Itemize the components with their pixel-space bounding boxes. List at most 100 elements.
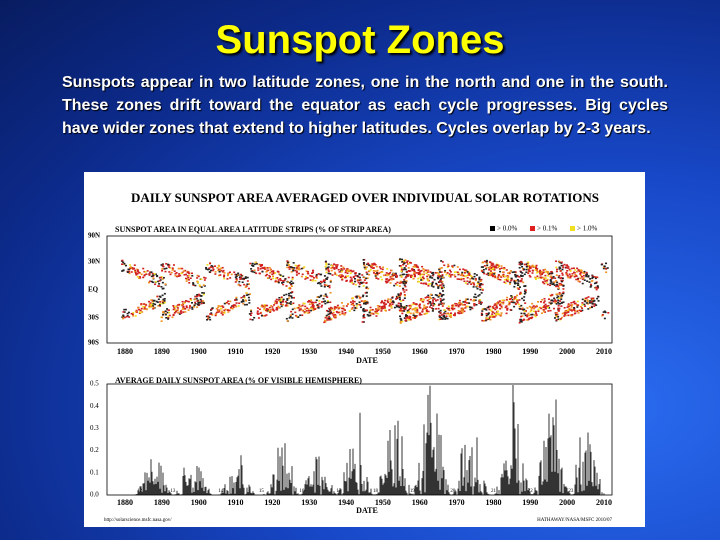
- butterfly-dot: [409, 304, 412, 307]
- butterfly-dot: [429, 304, 432, 306]
- butterfly-dot: [375, 277, 378, 280]
- butterfly-dot: [245, 285, 248, 287]
- butterfly-dot: [247, 296, 250, 299]
- butterfly-dot: [364, 300, 367, 302]
- butterfly-dot: [478, 293, 481, 296]
- butterfly-dot: [449, 314, 452, 316]
- butterfly-dot: [542, 281, 545, 284]
- butterfly-dot: [327, 269, 330, 272]
- butterfly-dot: [392, 300, 395, 302]
- butterfly-dot: [217, 274, 220, 277]
- upper-frame: [106, 235, 613, 344]
- butterfly-dot: [132, 312, 135, 314]
- butterfly-dot: [535, 314, 538, 316]
- butterfly-dot: [544, 274, 547, 277]
- butterfly-dot: [365, 287, 368, 289]
- butterfly-dot: [435, 282, 438, 285]
- butterfly-dot: [204, 277, 207, 279]
- butterfly-dot: [344, 276, 347, 279]
- butterfly-dot: [403, 267, 406, 269]
- butterfly-dot: [214, 273, 217, 275]
- butterfly-dot: [190, 299, 193, 302]
- butterfly-dot: [499, 301, 502, 304]
- butterfly-dot: [310, 309, 313, 312]
- butterfly-dot: [298, 309, 301, 312]
- butterfly-dot: [405, 319, 408, 322]
- butterfly-dot: [178, 273, 181, 275]
- butterfly-dot: [143, 308, 146, 310]
- butterfly-dot: [521, 265, 524, 268]
- butterfly-dot: [177, 311, 180, 314]
- butterfly-dot: [315, 277, 318, 279]
- butterfly-dot: [507, 303, 510, 306]
- butterfly-dot: [228, 309, 231, 312]
- butterfly-dot: [478, 302, 481, 304]
- butterfly-dot: [377, 278, 380, 280]
- butterfly-dot: [249, 314, 252, 317]
- butterfly-dot: [408, 308, 411, 311]
- butterfly-dot: [554, 314, 557, 316]
- butterfly-dot: [420, 313, 423, 316]
- butterfly-dot: [403, 291, 406, 293]
- butterfly-dot: [335, 306, 338, 309]
- butterfly-dot: [303, 311, 306, 313]
- butterfly-dot: [415, 265, 418, 268]
- butterfly-dot: [221, 270, 224, 273]
- butterfly-dot: [439, 279, 442, 282]
- butterfly-dot: [552, 300, 555, 303]
- butterfly-dot: [552, 307, 555, 310]
- butterfly-dot: [389, 300, 392, 303]
- butterfly-dot: [138, 276, 141, 278]
- butterfly-dot: [469, 306, 472, 309]
- butterfly-dot: [418, 271, 421, 274]
- butterfly-dot: [501, 299, 504, 301]
- butterfly-dot: [226, 273, 229, 275]
- butterfly-dot: [400, 307, 403, 310]
- butterfly-dot: [187, 309, 190, 311]
- butterfly-dot: [495, 264, 498, 266]
- butterfly-dot: [593, 303, 596, 306]
- butterfly-dot: [345, 305, 348, 307]
- butterfly-dot: [282, 281, 285, 283]
- butterfly-dot: [577, 280, 580, 282]
- butterfly-dot: [439, 293, 442, 295]
- butterfly-dot: [505, 299, 508, 301]
- butterfly-dot: [458, 310, 461, 313]
- butterfly-dot: [432, 308, 435, 310]
- butterfly-dot: [429, 302, 432, 304]
- butterfly-dot: [473, 283, 476, 286]
- butterfly-dot: [291, 266, 294, 269]
- butterfly-dot: [463, 275, 466, 278]
- butterfly-dot: [536, 267, 539, 270]
- butterfly-dot: [168, 266, 171, 268]
- butterfly-dot: [291, 291, 294, 293]
- butterfly-dot: [514, 282, 517, 285]
- butterfly-dot: [537, 270, 540, 273]
- butterfly-dot: [305, 310, 308, 312]
- butterfly-dot: [189, 297, 192, 300]
- butterfly-dot: [524, 289, 527, 292]
- butterfly-dot: [519, 262, 522, 264]
- butterfly-dot: [591, 279, 594, 282]
- butterfly-dot: [325, 295, 328, 297]
- butterfly-dot: [362, 261, 365, 264]
- butterfly-dot: [436, 294, 439, 297]
- butterfly-dot: [538, 306, 541, 309]
- butterfly-dot: [412, 317, 415, 319]
- butterfly-dot: [223, 277, 226, 280]
- butterfly-dot: [492, 275, 495, 277]
- butterfly-dot: [171, 316, 174, 319]
- butterfly-dot: [451, 304, 454, 307]
- butterfly-dot: [317, 305, 320, 308]
- butterfly-dot: [229, 306, 232, 309]
- butterfly-dot: [157, 280, 160, 283]
- butterfly-dot: [208, 271, 211, 273]
- butterfly-dot: [299, 308, 302, 310]
- butterfly-dot: [403, 284, 406, 286]
- butterfly-dot: [520, 315, 523, 318]
- butterfly-dot: [521, 308, 524, 311]
- butterfly-dot: [467, 272, 470, 275]
- butterfly-dot: [560, 261, 563, 264]
- butterfly-dot: [335, 274, 338, 277]
- butterfly-dot: [540, 270, 543, 273]
